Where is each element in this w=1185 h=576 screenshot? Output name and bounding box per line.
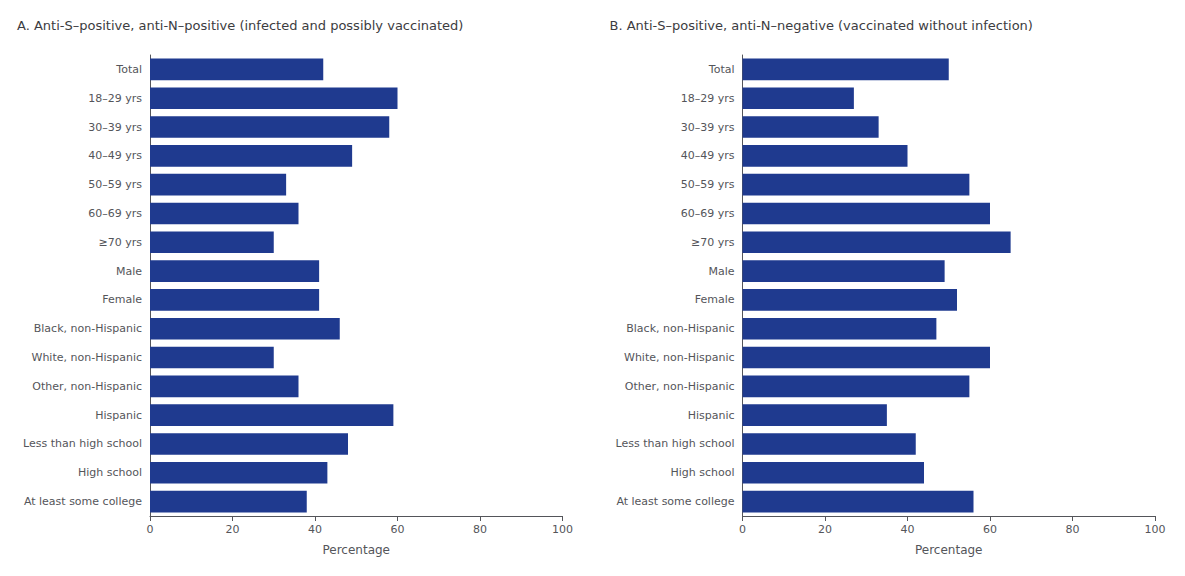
svg-text:Less than high school: Less than high school [616, 437, 735, 450]
svg-text:Less than high school: Less than high school [23, 437, 142, 450]
svg-text:18–29 yrs: 18–29 yrs [681, 92, 735, 105]
svg-text:Percentage: Percentage [322, 543, 390, 557]
svg-text:50–59 yrs: 50–59 yrs [681, 178, 735, 191]
svg-text:60: 60 [983, 523, 997, 536]
svg-text:60–69 yrs: 60–69 yrs [681, 207, 735, 220]
svg-text:White, non-Hispanic: White, non-Hispanic [624, 351, 734, 364]
svg-text:Other, non-Hispanic: Other, non-Hispanic [32, 380, 142, 393]
svg-text:High school: High school [670, 466, 734, 479]
svg-text:20: 20 [818, 523, 832, 536]
svg-text:60: 60 [391, 523, 405, 536]
svg-text:30–39 yrs: 30–39 yrs [681, 121, 735, 134]
svg-text:100: 100 [1145, 523, 1166, 536]
svg-text:At least some college: At least some college [616, 495, 734, 508]
svg-text:Other, non-Hispanic: Other, non-Hispanic [625, 380, 735, 393]
svg-text:Percentage: Percentage [915, 543, 983, 557]
svg-text:At least some college: At least some college [24, 495, 142, 508]
svg-text:Female: Female [102, 293, 142, 306]
svg-text:80: 80 [1066, 523, 1080, 536]
svg-text:≥70 yrs: ≥70 yrs [99, 236, 143, 249]
svg-text:80: 80 [473, 523, 487, 536]
svg-text:40: 40 [901, 523, 915, 536]
svg-text:Hispanic: Hispanic [95, 409, 142, 422]
svg-text:30–39 yrs: 30–39 yrs [88, 121, 142, 134]
svg-text:Black, non-Hispanic: Black, non-Hispanic [626, 322, 734, 335]
svg-text:Female: Female [695, 293, 735, 306]
svg-text:0: 0 [147, 523, 154, 536]
svg-text:Male: Male [708, 265, 734, 278]
svg-text:Black, non-Hispanic: Black, non-Hispanic [34, 322, 142, 335]
svg-text:40–49 yrs: 40–49 yrs [88, 149, 142, 162]
svg-text:Male: Male [116, 265, 142, 278]
svg-text:0: 0 [739, 523, 746, 536]
svg-text:White, non-Hispanic: White, non-Hispanic [32, 351, 142, 364]
svg-text:18–29 yrs: 18–29 yrs [88, 92, 142, 105]
svg-text:60–69 yrs: 60–69 yrs [88, 207, 142, 220]
svg-text:Hispanic: Hispanic [688, 409, 735, 422]
svg-text:50–59 yrs: 50–59 yrs [88, 178, 142, 191]
svg-text:High school: High school [78, 466, 142, 479]
svg-text:100: 100 [552, 523, 573, 536]
svg-text:Total: Total [708, 63, 735, 76]
svg-text:Total: Total [115, 63, 142, 76]
svg-text:A. Anti-S–positive, anti-N–pos: A. Anti-S–positive, anti-N–positive (inf… [17, 18, 463, 33]
svg-text:40: 40 [308, 523, 322, 536]
svg-text:≥70 yrs: ≥70 yrs [691, 236, 735, 249]
svg-text:20: 20 [226, 523, 240, 536]
svg-text:40–49 yrs: 40–49 yrs [681, 149, 735, 162]
svg-text:B. Anti-S–positive, anti-N–neg: B. Anti-S–positive, anti-N–negative (vac… [610, 18, 1033, 33]
